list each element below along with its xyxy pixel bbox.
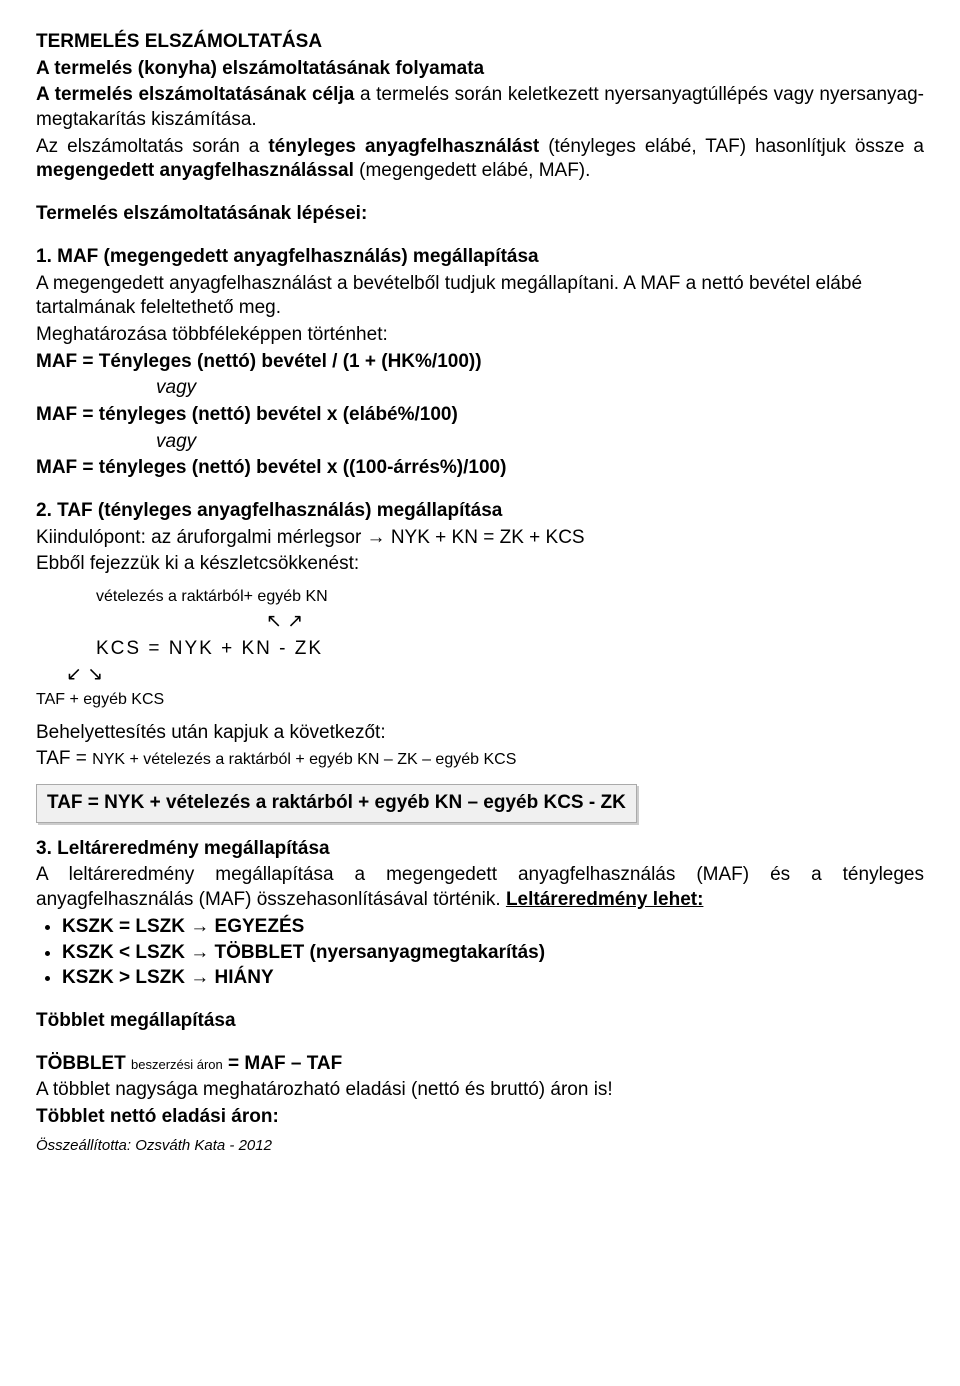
- tobblet-f-b: = MAF – TAF: [223, 1053, 342, 1074]
- intro-2b: tényleges anyagfelhasználást: [268, 136, 539, 157]
- step2-taf-a: TAF =: [36, 748, 92, 769]
- step1-or-2: vagy: [36, 430, 924, 455]
- step2-highlight-box: TAF = NYK + vételezés a raktárból + egyé…: [36, 784, 637, 823]
- step1-text-2: Meghatározása többféleképpen történhet:: [36, 323, 924, 348]
- step3-bullet-1: KSZK = LSZK → EGYEZÉS: [62, 915, 924, 940]
- tobblet-text-2: Többlet nettó eladási áron:: [36, 1105, 924, 1130]
- step2-text-3: Behelyettesítés után kapjuk a következőt…: [36, 721, 924, 746]
- step2-text-2: Ebből fejezzük ki a készletcsökkenést:: [36, 552, 924, 577]
- intro-2c: (tényleges elábé, TAF) hasonlítjuk össze…: [539, 136, 924, 157]
- step3-bullet-3: KSZK > LSZK → HIÁNY: [62, 966, 924, 991]
- step3-text-1b: Leltáreredmény lehet:: [506, 889, 703, 910]
- step2-kcs-line: KCS = NYK + KN - ZK: [36, 637, 924, 662]
- step2-diagram: vételezés a raktárból+ egyéb KN ↖ ↗ KCS …: [36, 587, 924, 711]
- step1-title: 1. MAF (megengedett anyagfelhasználás) m…: [36, 245, 924, 270]
- tobblet-f-sub: beszerzési áron: [131, 1057, 223, 1072]
- step3-text-1a: A leltáreredmény megállapítása a megenge…: [36, 864, 924, 910]
- step2-bottom-label: TAF + egyéb KCS: [36, 690, 924, 711]
- footer-credit: Összeállította: Ozsváth Kata - 2012: [36, 1136, 924, 1156]
- step2-arrows-top: ↖ ↗: [36, 610, 924, 635]
- step2-arrows-bottom: ↙ ↘: [36, 663, 924, 688]
- step3-title: 3. Leltáreredmény megállapítása: [36, 837, 924, 862]
- step2-top-label: vételezés a raktárból+ egyéb KN: [36, 587, 924, 608]
- step3-text-1: A leltáreredmény megállapítása a megenge…: [36, 863, 924, 912]
- intro-2a: Az elszámoltatás során a: [36, 136, 268, 157]
- tobblet-title: Többlet megállapítása: [36, 1009, 924, 1034]
- step3-list: KSZK = LSZK → EGYEZÉS KSZK < LSZK → TÖBB…: [36, 915, 924, 991]
- step1-formula-3: MAF = tényleges (nettó) bevétel x ((100-…: [36, 456, 924, 481]
- tobblet-f-a: TÖBBLET: [36, 1053, 131, 1074]
- tobblet-text-1: A többlet nagysága meghatározható eladás…: [36, 1078, 924, 1103]
- doc-subtitle: A termelés (konyha) elszámoltatásának fo…: [36, 57, 924, 82]
- step1-formula-2: MAF = tényleges (nettó) bevétel x (elábé…: [36, 403, 924, 428]
- step2-taf-line: TAF = NYK + vételezés a raktárból + egyé…: [36, 747, 924, 772]
- doc-title: TERMELÉS ELSZÁMOLTATÁSA: [36, 30, 924, 55]
- tobblet-formula: TÖBBLET beszerzési áron = MAF – TAF: [36, 1052, 924, 1077]
- step2-text-1: Kiindulópont: az áruforgalmi mérlegsor →…: [36, 526, 924, 551]
- step1-formula-1: MAF = Tényleges (nettó) bevétel / (1 + (…: [36, 350, 924, 375]
- intro-2e: (megengedett elábé, MAF).: [354, 160, 591, 181]
- step2-title: 2. TAF (tényleges anyagfelhasználás) meg…: [36, 499, 924, 524]
- step1-text-1: A megengedett anyagfelhasználást a bevét…: [36, 272, 924, 321]
- intro-1-bold: A termelés elszámoltatásának célja: [36, 84, 354, 105]
- step2-taf-b: NYK + vételezés a raktárból + egyéb KN –…: [92, 751, 516, 768]
- intro-1: A termelés elszámoltatásának célja a ter…: [36, 83, 924, 132]
- steps-title: Termelés elszámoltatásának lépései:: [36, 202, 924, 227]
- intro-2: Az elszámoltatás során a tényleges anyag…: [36, 135, 924, 184]
- step1-or-1: vagy: [36, 376, 924, 401]
- step3-bullet-2: KSZK < LSZK → TÖBBLET (nyersanyagmegtaka…: [62, 941, 924, 966]
- intro-2d: megengedett anyagfelhasználással: [36, 160, 354, 181]
